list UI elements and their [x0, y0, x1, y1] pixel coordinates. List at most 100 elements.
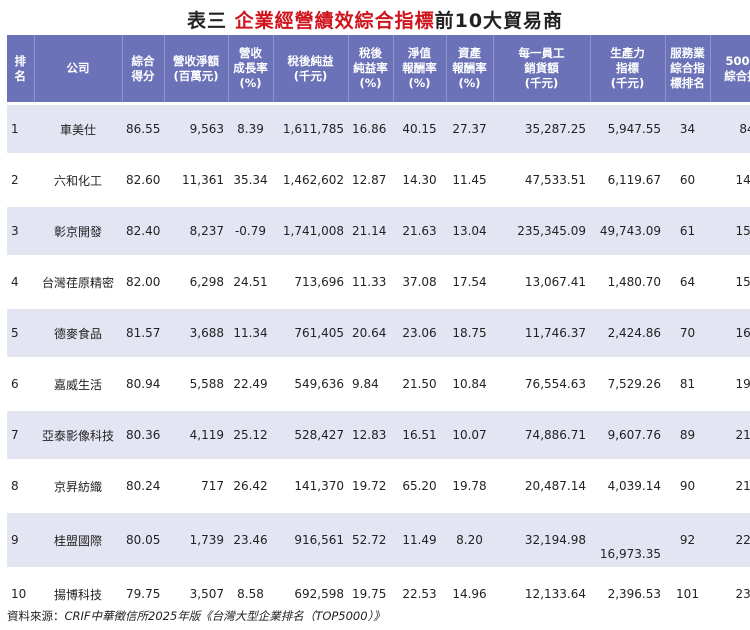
table-cell: 235: [710, 567, 750, 618]
column-header-line: 服務業: [670, 46, 705, 60]
table-cell: 23.06: [393, 306, 446, 359]
table-cell: 40.15: [393, 102, 446, 155]
table-cell: 82.00: [122, 255, 164, 308]
column-header: 資產 報酬率 (%): [446, 35, 494, 104]
table-cell: 916,561: [273, 510, 348, 569]
column-header-line: (%): [458, 76, 481, 90]
table-cell: 27.37: [446, 102, 493, 155]
column-header-line: 成長率: [233, 61, 268, 75]
column-header-line: 報酬率: [452, 61, 487, 75]
column-header: 營收淨額 (百萬元): [164, 35, 229, 104]
title-prefix: 表三: [186, 10, 235, 32]
column-header-line: 標排名: [670, 76, 705, 90]
table-cell: 6,298: [164, 255, 228, 308]
column-header-line: 排: [14, 53, 27, 68]
table-cell: 159: [710, 255, 750, 308]
table-cell: 21.63: [393, 204, 446, 257]
table-cell: 11.45: [446, 153, 493, 206]
table-cell: 76,554.63: [493, 357, 590, 410]
column-header-line: 稅後: [359, 46, 382, 60]
table-cell: 10.07: [446, 408, 493, 461]
table-cell: 1,462,602: [273, 153, 348, 206]
table-cell: 21.14: [348, 204, 393, 257]
table-cell: 692,598: [273, 567, 348, 618]
table-cell: 82.40: [122, 204, 164, 257]
table-cell: 3,688: [164, 306, 228, 359]
table-cell: 16.51: [393, 408, 446, 461]
table-body: 1 車美仕 86.55 9,563 8.39 1,611,785 16.86 40.15 27.…: [7, 102, 750, 618]
column-header-line: (%): [408, 76, 431, 90]
column-header-line: 稅後純益: [287, 53, 334, 68]
footnote: 資料來源：CRIF中華徵信所2025年版《台灣大型企業排名（TOP5000）》: [7, 608, 385, 624]
table-cell: 37.08: [393, 255, 446, 308]
column-header: 稅後純益 (千元): [273, 35, 349, 104]
table-row: 2 六和化工 82.60 11,361 35.34 1,462,602 12.87 14.30…: [7, 153, 750, 206]
table-cell: 80.94: [122, 357, 164, 410]
table-cell: 1,741,008: [273, 204, 348, 257]
column-header-line: 得分: [131, 68, 155, 83]
table-cell: 141,370: [273, 459, 348, 512]
table-cell: 2: [7, 153, 34, 206]
column-header-line: 名: [14, 68, 27, 83]
table-cell: 8,237: [164, 204, 228, 257]
table-cell: 5,947.55: [590, 102, 665, 155]
table-cell: 9,607.76: [590, 408, 665, 461]
column-header-line: 報酬率: [402, 61, 437, 75]
column-header: 營收 成長率 (%): [228, 35, 274, 104]
table-cell: 34: [665, 102, 710, 155]
table-cell: 24.51: [228, 255, 273, 308]
column-header: 公司: [34, 35, 123, 104]
table-cell: 17.54: [446, 255, 493, 308]
table-cell: 11.34: [228, 306, 273, 359]
table-cell: 25.12: [228, 408, 273, 461]
column-header-line: (百萬元): [173, 68, 219, 83]
table-cell: 80.36: [122, 408, 164, 461]
column-header: 綜合 得分: [122, 35, 165, 104]
table-cell: 35,287.25: [493, 102, 590, 155]
table-cell: 12.87: [348, 153, 393, 206]
table-cell: 12,133.64: [493, 567, 590, 618]
table-cell: 4,119: [164, 408, 228, 461]
column-header: 淨值 報酬率 (%): [393, 35, 447, 104]
table-cell: 65.20: [393, 459, 446, 512]
table-cell: 1,739: [164, 510, 228, 569]
table-cell: 11,361: [164, 153, 228, 206]
column-header-line: 銷貨額: [524, 61, 559, 75]
column-header: 生產力 指標 (千元): [590, 35, 666, 104]
table-row: 6 嘉威生活 80.94 5,588 22.49 549,636 9.84 21.50 10.8…: [7, 357, 750, 410]
column-header-line: (%): [359, 76, 382, 90]
table-cell: 京昇紡織: [34, 459, 122, 512]
table-cell: 80.05: [122, 510, 164, 569]
table-cell: 1,480.70: [590, 255, 665, 308]
table-row: 4 台灣荏原精密 82.00 6,298 24.51 713,696 11.33 37.08 1…: [7, 255, 750, 308]
column-header-line: 營收淨額: [173, 53, 219, 68]
table-cell: 89: [665, 408, 710, 461]
column-header-line: 公司: [66, 61, 90, 75]
table-cell: 149: [710, 153, 750, 206]
column-header: 排名: [7, 35, 35, 104]
table-cell: 549,636: [273, 357, 348, 410]
title-highlight: 企業經營績效綜合指標: [234, 10, 435, 32]
table-cell: 8.20: [446, 510, 493, 569]
table-cell: 台灣荏原精密: [34, 255, 122, 308]
table-cell: 1,611,785: [273, 102, 348, 155]
table-cell: 9,563: [164, 102, 228, 155]
table-cell: 6,119.67: [590, 153, 665, 206]
table-cell: 車美仕: [34, 102, 122, 155]
table-cell: 90: [665, 459, 710, 512]
table-cell: 52.72: [348, 510, 393, 569]
column-header-line: 每一員工: [518, 46, 565, 60]
column-header: 稅後 純益率 (%): [348, 35, 394, 104]
column-header-line: (千元): [524, 76, 559, 90]
table-cell: 14.30: [393, 153, 446, 206]
table-cell: 20,487.14: [493, 459, 590, 512]
table-cell: 20.64: [348, 306, 393, 359]
table-cell: 13,067.41: [493, 255, 590, 308]
table-cell: 19.72: [348, 459, 393, 512]
column-header: 服務業 綜合指 標排名: [665, 35, 711, 104]
table-cell: 717: [164, 459, 228, 512]
table-cell: 153: [710, 204, 750, 257]
table-cell: 101: [665, 567, 710, 618]
column-header-line: 綜合: [131, 53, 155, 68]
table-cell: 11.33: [348, 255, 393, 308]
